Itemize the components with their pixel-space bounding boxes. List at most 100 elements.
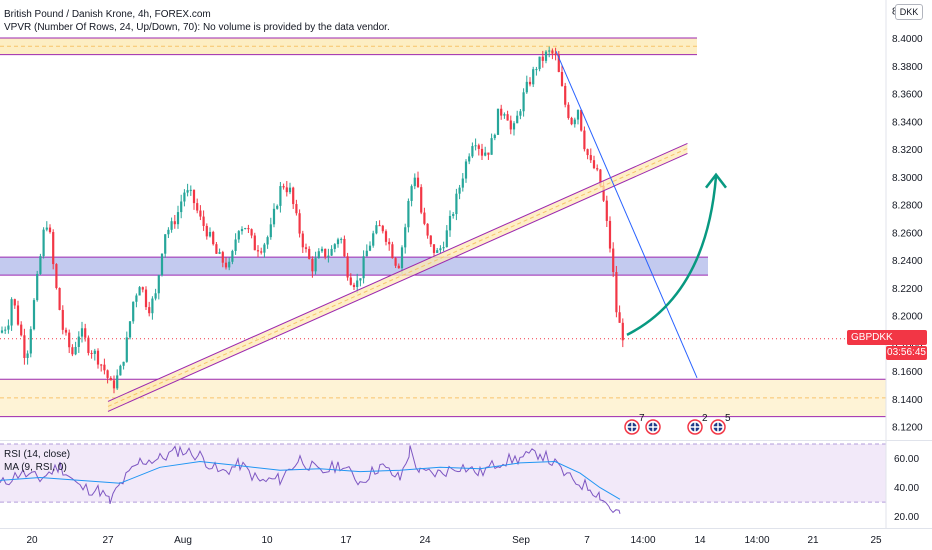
candle-body bbox=[279, 186, 282, 206]
candle-body bbox=[384, 231, 388, 242]
candle-body bbox=[480, 148, 484, 156]
candle-body bbox=[186, 190, 189, 193]
candle bbox=[468, 153, 471, 165]
candle bbox=[423, 207, 426, 226]
candle bbox=[282, 183, 285, 190]
candle bbox=[228, 257, 231, 271]
candle-body bbox=[157, 275, 160, 294]
candle-body bbox=[544, 51, 548, 61]
candle-body bbox=[224, 262, 228, 268]
candle-body bbox=[352, 284, 356, 288]
candle bbox=[519, 109, 522, 120]
candle-body bbox=[445, 230, 448, 248]
candle bbox=[272, 203, 276, 228]
candle bbox=[176, 205, 180, 229]
candle-body bbox=[346, 256, 349, 278]
candle bbox=[477, 143, 480, 156]
candle bbox=[13, 298, 16, 309]
candle bbox=[215, 242, 218, 254]
candle bbox=[471, 142, 474, 159]
candle-body bbox=[151, 298, 154, 314]
candle bbox=[461, 173, 464, 192]
candle bbox=[61, 305, 64, 335]
candle-body bbox=[560, 71, 564, 86]
candle bbox=[372, 230, 375, 248]
candle bbox=[279, 181, 282, 213]
candle bbox=[32, 298, 36, 331]
candle-body bbox=[311, 258, 314, 272]
candle bbox=[71, 344, 74, 357]
event-flag-icon[interactable] bbox=[624, 419, 640, 435]
candle-body bbox=[471, 146, 474, 157]
candle-body bbox=[394, 258, 397, 266]
candle bbox=[64, 327, 68, 336]
currency-badge[interactable]: DKK bbox=[895, 4, 923, 20]
candle-body bbox=[93, 350, 96, 354]
candle-body bbox=[304, 247, 308, 249]
candle-body bbox=[477, 145, 480, 149]
candle-body bbox=[528, 81, 532, 85]
rsi-label: RSI (14, close) bbox=[4, 449, 71, 460]
event-flag-icon[interactable] bbox=[645, 419, 661, 435]
price-tick-label: 8.3600 bbox=[892, 90, 923, 101]
candle-body bbox=[234, 239, 237, 251]
candle bbox=[36, 270, 39, 302]
candle bbox=[458, 184, 461, 200]
candle bbox=[103, 358, 106, 375]
candle-body bbox=[61, 309, 64, 330]
candle bbox=[455, 188, 458, 221]
candle bbox=[407, 198, 410, 233]
event-count: 2 bbox=[702, 413, 708, 424]
candle bbox=[317, 248, 320, 259]
candle bbox=[439, 245, 442, 254]
bar-countdown: 03:56:45 bbox=[886, 346, 927, 360]
time-tick-label: 17 bbox=[340, 535, 352, 546]
candle-body bbox=[448, 215, 452, 231]
candle-body bbox=[228, 261, 231, 268]
time-tick-label: 24 bbox=[419, 535, 431, 546]
time-tick-label: 7 bbox=[584, 535, 590, 546]
candle bbox=[164, 234, 167, 258]
candle-body bbox=[327, 255, 330, 257]
candle-body bbox=[487, 152, 490, 155]
event-flag-icon[interactable] bbox=[687, 419, 703, 435]
candle-body bbox=[608, 220, 612, 249]
time-tick-label: 21 bbox=[807, 535, 819, 546]
price-chart[interactable]: 725 8.42008.40008.38008.36008.34008.3200… bbox=[0, 0, 932, 440]
candle bbox=[170, 217, 173, 233]
rsi-pane[interactable]: 60.00 40.00 20.00 bbox=[0, 440, 932, 528]
candle-body bbox=[538, 56, 541, 70]
candle-body bbox=[80, 328, 84, 337]
candle bbox=[522, 88, 525, 117]
candle bbox=[573, 117, 576, 128]
candle bbox=[96, 348, 100, 369]
candle-body bbox=[253, 235, 256, 251]
candle bbox=[352, 282, 356, 291]
price-tick-label: 8.1400 bbox=[892, 395, 923, 406]
candle bbox=[570, 116, 573, 126]
time-axis[interactable]: 20 27 Aug 10 17 24 Sep 7 14:00 14 14:00 21 25 bbox=[0, 528, 932, 550]
candle-body bbox=[432, 244, 436, 253]
candle-body bbox=[266, 237, 269, 245]
candle-body bbox=[442, 247, 445, 249]
candle bbox=[100, 363, 103, 372]
candle bbox=[186, 183, 189, 197]
price-tick-label: 8.2800 bbox=[892, 201, 923, 212]
candle bbox=[298, 209, 301, 238]
event-flag-icon[interactable] bbox=[710, 419, 726, 435]
candle bbox=[138, 286, 141, 296]
candle bbox=[4, 326, 7, 334]
time-axis-labels: 20 27 Aug 10 17 24 Sep 7 14:00 14 14:00 21 25 bbox=[26, 535, 882, 546]
candle bbox=[292, 186, 295, 209]
candle bbox=[314, 251, 317, 275]
candle-body bbox=[13, 299, 16, 306]
candle bbox=[311, 256, 314, 278]
candle-body bbox=[416, 177, 420, 188]
time-tick-label: Sep bbox=[512, 535, 530, 546]
candle bbox=[10, 297, 13, 331]
candle bbox=[244, 227, 247, 230]
candle bbox=[442, 241, 445, 252]
candle bbox=[551, 48, 554, 60]
candle-body bbox=[167, 229, 170, 235]
candle-body bbox=[212, 231, 215, 245]
